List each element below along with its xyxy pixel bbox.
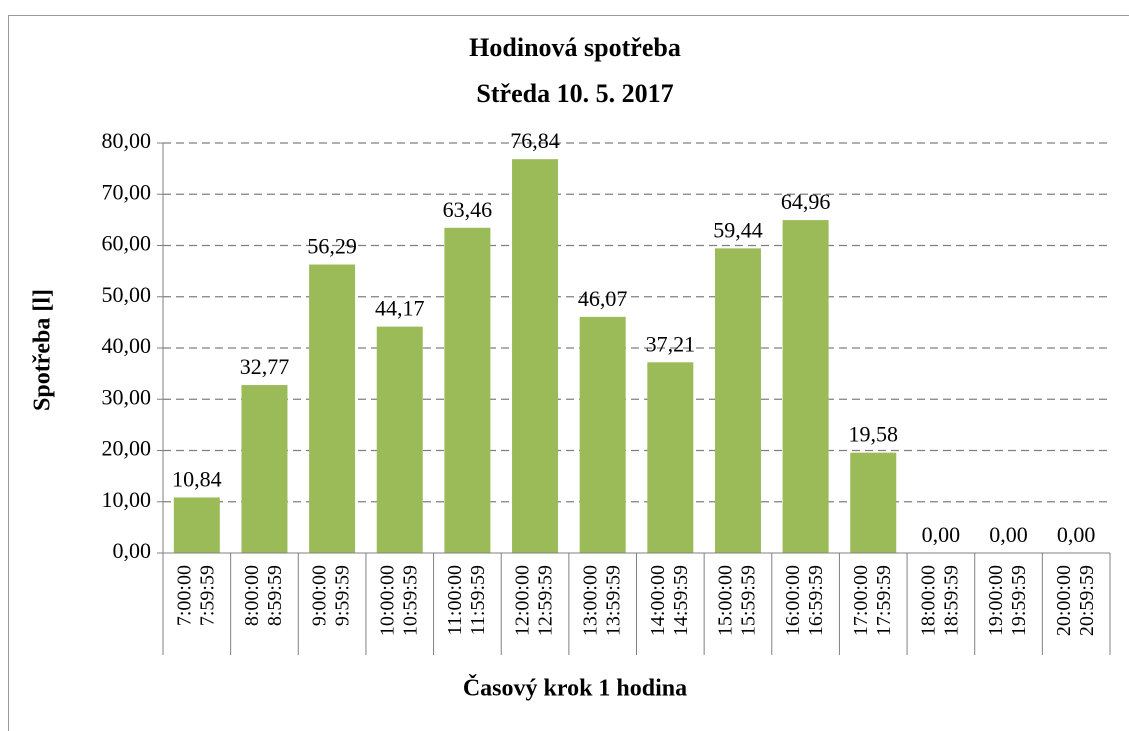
x-tick-label: 19:00:00: [985, 565, 1007, 636]
data-label: 37,21: [646, 331, 696, 356]
x-tick-label: 11:00:00: [444, 565, 466, 635]
x-tick-label: 9:59:59: [332, 565, 354, 626]
x-axis-label: Časový krok 1 hodina: [463, 675, 687, 702]
x-tick-label: 10:59:59: [399, 565, 421, 636]
y-tick-label: 20,00: [102, 436, 152, 461]
bar: [850, 452, 897, 553]
bar: [512, 159, 559, 553]
x-tick-label: 8:00:00: [241, 565, 263, 626]
bar: [714, 248, 761, 553]
y-tick-label: 50,00: [102, 282, 152, 307]
x-tick-label: 16:59:59: [805, 565, 827, 636]
bar: [579, 316, 626, 553]
x-tick-label: 15:00:00: [715, 565, 737, 636]
data-label: 64,96: [781, 189, 831, 214]
bar: [309, 264, 356, 553]
data-label: 10,84: [172, 466, 222, 491]
x-tick-label: 17:59:59: [873, 565, 895, 636]
chart-subtitle: Středa 10. 5. 2017: [476, 79, 673, 108]
x-tick-label: 13:00:00: [579, 565, 601, 636]
x-tick-label: 12:59:59: [535, 565, 557, 636]
x-tick-label: 12:00:00: [512, 565, 534, 636]
x-tick-label: 7:00:00: [173, 565, 195, 626]
y-axis-label: Spotřeba [l]: [30, 289, 56, 411]
bar: [444, 227, 491, 553]
data-label: 0,00: [989, 522, 1028, 547]
bar: [782, 220, 829, 553]
x-tick-label: 15:59:59: [738, 565, 760, 636]
bar: [241, 385, 288, 553]
data-label: 46,07: [578, 286, 628, 311]
x-tick-label: 14:00:00: [647, 565, 669, 636]
data-label: 76,84: [510, 128, 560, 153]
data-label: 0,00: [922, 522, 961, 547]
x-tick-label: 16:00:00: [782, 565, 804, 636]
y-tick-label: 80,00: [102, 128, 152, 153]
data-label: 0,00: [1057, 522, 1096, 547]
data-label: 44,17: [375, 296, 425, 321]
x-tick-label: 10:00:00: [376, 565, 398, 636]
data-label: 56,29: [307, 234, 357, 259]
x-tick-label: 17:00:00: [850, 565, 872, 636]
x-tick-label: 11:59:59: [467, 565, 489, 635]
x-tick-label: 13:59:59: [602, 565, 624, 636]
y-tick-label: 0,00: [113, 538, 152, 563]
y-tick-label: 60,00: [102, 231, 152, 256]
x-tick-label: 7:59:59: [196, 565, 218, 626]
x-tick-label: 20:00:00: [1053, 565, 1075, 636]
bar: [173, 497, 220, 553]
chart-title: Hodinová spotřeba: [469, 33, 681, 62]
bar: [376, 326, 423, 553]
data-label: 32,77: [240, 354, 290, 379]
data-label: 19,58: [849, 422, 899, 447]
bar: [647, 362, 694, 553]
y-tick-label: 70,00: [102, 179, 152, 204]
data-label: 63,46: [443, 197, 493, 222]
y-tick-label: 40,00: [102, 333, 152, 358]
y-tick-label: 10,00: [102, 487, 152, 512]
data-label: 59,44: [713, 217, 763, 242]
x-tick-label: 14:59:59: [670, 565, 692, 636]
x-tick-label: 8:59:59: [264, 565, 286, 626]
y-tick-label: 30,00: [102, 384, 152, 409]
x-tick-label: 20:59:59: [1076, 565, 1098, 636]
chart-border: [8, 15, 1129, 731]
x-tick-label: 19:59:59: [1008, 565, 1030, 636]
x-tick-label: 9:00:00: [309, 565, 331, 626]
x-tick-label: 18:00:00: [917, 565, 939, 636]
x-tick-label: 18:59:59: [940, 565, 962, 636]
